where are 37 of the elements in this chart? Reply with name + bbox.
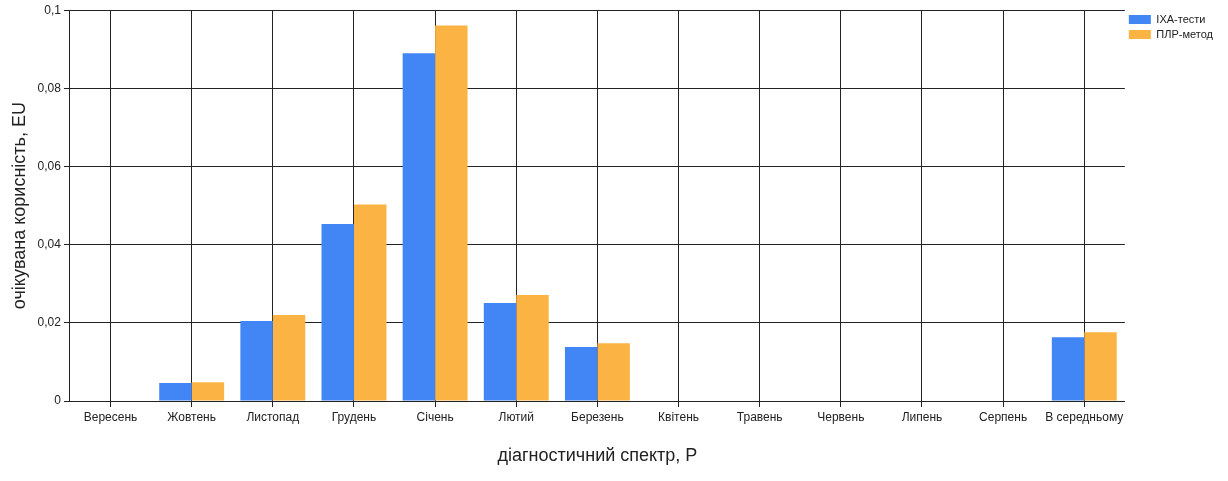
x-tick-label: Березень: [571, 409, 624, 424]
x-tick-label: Серпень: [979, 409, 1028, 424]
bar: [1051, 337, 1085, 401]
x-tick-label: Листопад: [246, 409, 300, 424]
bar: [159, 383, 192, 401]
x-tick-label: Червень: [817, 409, 865, 424]
legend-label: ПЛР-метод: [1156, 27, 1214, 40]
y-tick-label: 0,04: [37, 236, 62, 251]
bar: [353, 204, 387, 401]
bar: [483, 302, 517, 401]
bar: [402, 53, 436, 401]
x-tick-label: Травень: [736, 409, 783, 424]
bar: [516, 295, 549, 401]
x-tick-label: Жовтень: [167, 409, 216, 424]
bar: [272, 315, 306, 401]
bar: [191, 382, 225, 401]
y-tick-label: 0,02: [37, 315, 62, 330]
bar: [564, 347, 598, 401]
y-tick-label: 0: [54, 393, 62, 408]
y-tick-label: 0,08: [37, 80, 62, 95]
x-tick-label: В середньому: [1045, 409, 1124, 424]
bar: [1084, 332, 1117, 401]
bar: [321, 223, 354, 401]
bar: [240, 320, 273, 401]
x-tick-label: Лютий: [498, 409, 535, 424]
y-tick-label: 0,06: [37, 158, 62, 173]
x-tick-label: Липень: [901, 409, 943, 424]
x-tick-label: Квітень: [658, 409, 700, 424]
x-tick-label: Грудень: [331, 409, 377, 424]
x-axis-title: діагностичний спектр, P: [497, 445, 698, 466]
x-tick-label: Вересень: [83, 409, 138, 424]
legend-label: IXA-тести: [1156, 12, 1206, 25]
bar: [597, 343, 630, 401]
bar: [435, 25, 468, 401]
x-tick-label: Січень: [416, 409, 454, 424]
y-tick-label: 0,1: [44, 2, 62, 17]
y-axis-title: очікувана корисність, EU: [8, 102, 29, 310]
